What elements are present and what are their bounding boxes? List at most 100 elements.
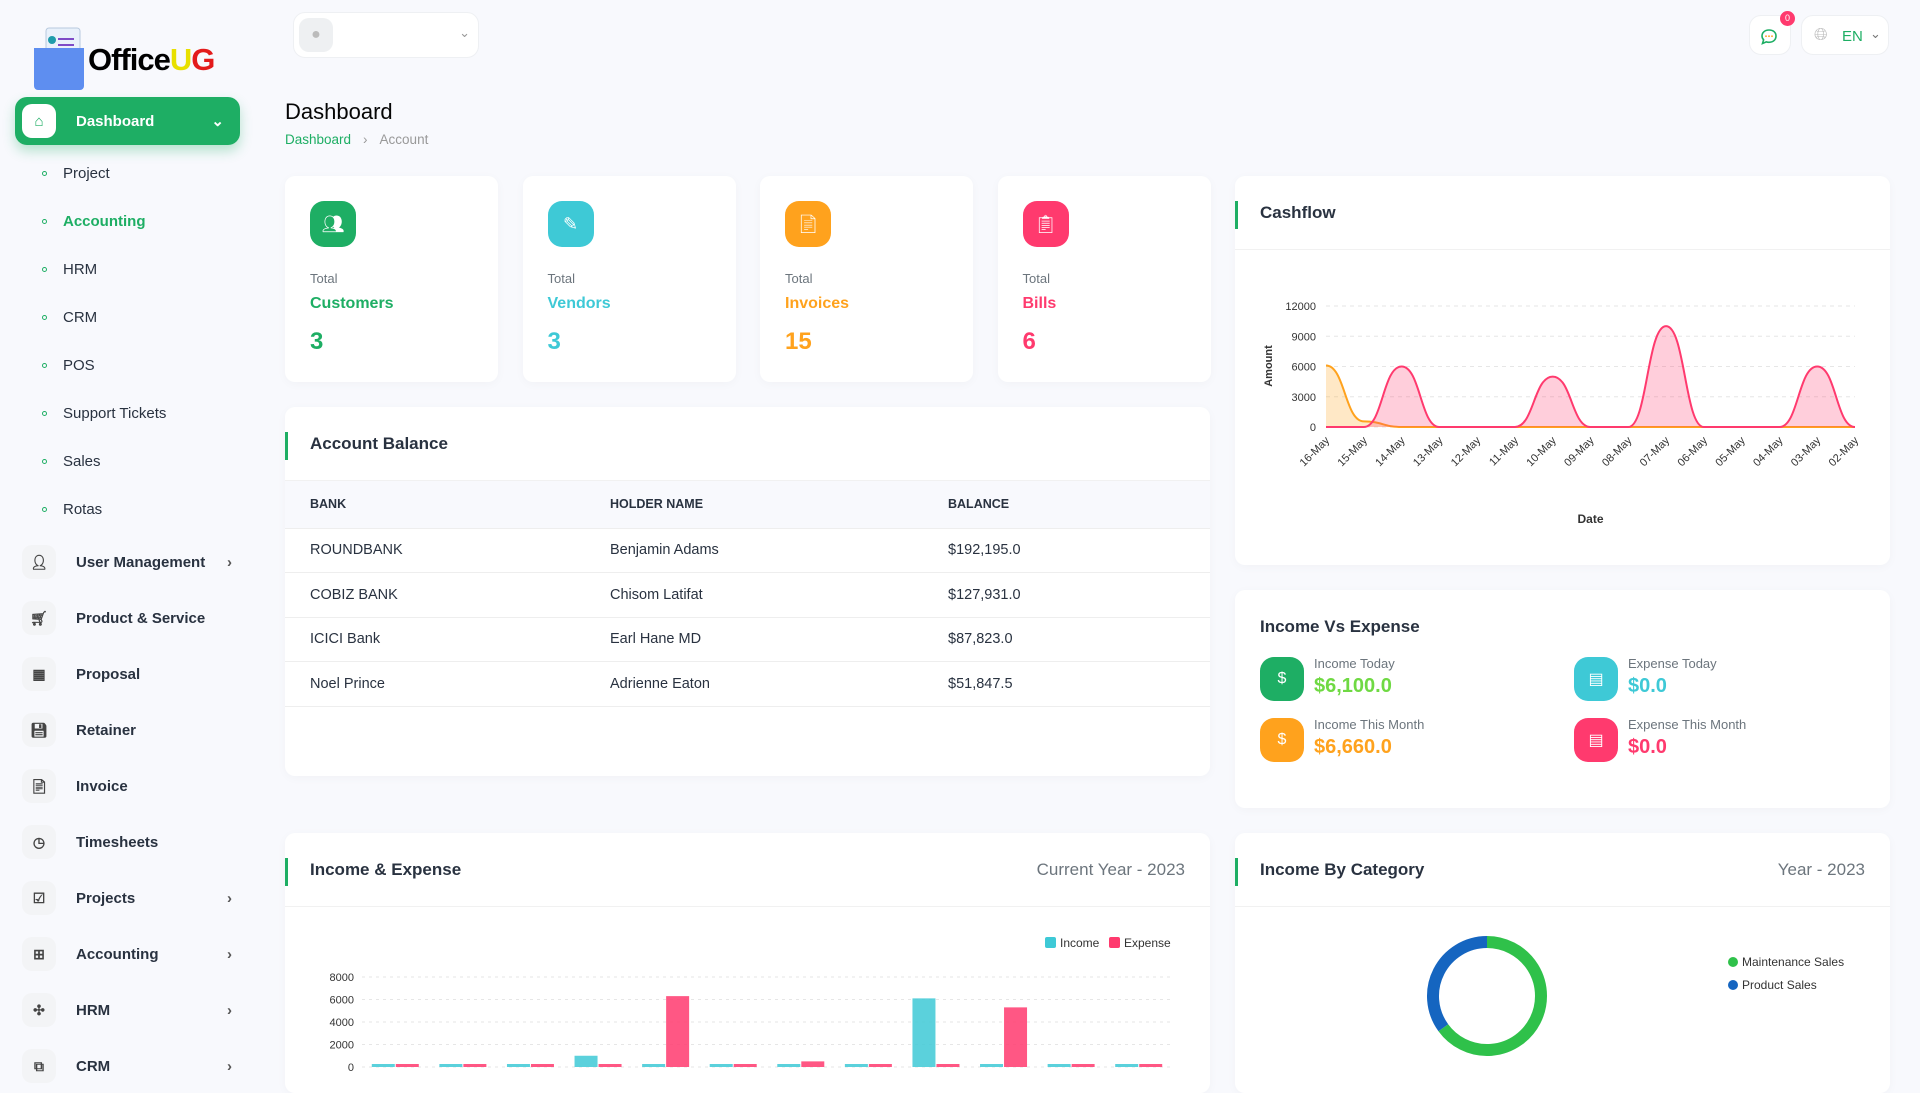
sidebar-item[interactable]: ✣ HRM ›: [22, 992, 232, 1028]
bar: [463, 1064, 487, 1067]
sidebar-item[interactable]: ▦ Proposal: [22, 656, 232, 692]
sidebar-subitem[interactable]: Rotas: [42, 499, 102, 519]
breadcrumb-link[interactable]: Dashboard: [285, 132, 352, 147]
legend-label: Income: [1060, 936, 1100, 950]
table-row: ROUNDBANK Benjamin Adams $192,195.0: [285, 528, 1210, 573]
chevron-right-icon: ›: [227, 553, 232, 571]
bullet-icon: [42, 314, 47, 320]
x-tick-label: 09-May: [1562, 434, 1597, 469]
bullet-icon: [42, 266, 47, 272]
stat-value: 3: [310, 328, 324, 355]
y-tick-label: 4000: [330, 1017, 354, 1029]
card-subtitle: Current Year - 2023: [1036, 860, 1185, 879]
sidebar-item[interactable]: ◷ Timesheets: [22, 824, 232, 860]
bar: [733, 1064, 757, 1067]
breadcrumb-current: Account: [379, 132, 429, 147]
legend-dot: [1728, 980, 1738, 990]
stat-card[interactable]: 📄︎ Total Invoices 15: [760, 176, 973, 382]
menu-icon: 🛒︎: [22, 601, 56, 635]
bullet-icon: [42, 410, 47, 416]
sidebar-item-dashboard[interactable]: ⌂ Dashboard ⌄: [15, 97, 240, 145]
bar: [1004, 1007, 1028, 1067]
sidebar-item-label: User Management: [76, 553, 206, 571]
messages-button[interactable]: 0: [1749, 11, 1795, 55]
income-by-category-card: Income By Category Year - 2023 Maintenanc…: [1235, 833, 1890, 1093]
chevron-right-icon: ›: [363, 132, 368, 147]
sidebar-subitem-label: HRM: [63, 260, 98, 278]
sidebar-subitem-label: Project: [63, 164, 110, 182]
legend-swatch: [1045, 937, 1056, 948]
sidebar-subitem-label: POS: [63, 356, 95, 374]
sidebar-subitem[interactable]: HRM: [42, 259, 97, 279]
x-tick-label: 12-May: [1449, 434, 1484, 469]
sidebar-subitem[interactable]: Project: [42, 163, 110, 183]
sidebar-item-label: Product & Service: [76, 609, 206, 627]
sidebar-subitem[interactable]: POS: [42, 355, 95, 375]
sidebar-subitem-label: Sales: [63, 452, 101, 470]
y-tick-label: 9000: [1292, 331, 1316, 343]
summary-label: Income This Month: [1314, 717, 1425, 732]
stat-card[interactable]: 👥︎ Total Customers 3: [285, 176, 498, 382]
logo[interactable]: OfficeUG: [32, 26, 232, 90]
sidebar-item-label: HRM: [76, 1001, 111, 1019]
sidebar-item-label: Accounting: [76, 945, 159, 963]
table-cell: Adrienne Eaton: [585, 661, 923, 707]
sidebar-item[interactable]: ☑ Projects ›: [22, 880, 232, 916]
series-area: [1326, 326, 1855, 427]
sidebar-item-label: Proposal: [76, 665, 141, 683]
table-cell: $192,195.0: [923, 528, 1210, 573]
account-balance-table: BANK HOLDER NAME BALANCE ROUNDBANK Benjam…: [285, 481, 1210, 707]
language-dropdown[interactable]: 🌐︎ EN ⌄: [1801, 15, 1889, 55]
clipboard-icon: $: [1260, 657, 1304, 701]
sidebar-subitem[interactable]: Support Tickets: [42, 403, 166, 423]
sidebar-item-label: Dashboard: [76, 112, 155, 130]
chevron-right-icon: ›: [227, 889, 232, 907]
y-axis-label: Amount: [1263, 345, 1275, 387]
sidebar-item[interactable]: 📄︎ Invoice: [22, 768, 232, 804]
column-header: BALANCE: [923, 481, 1210, 529]
chevron-down-icon: ⌄: [459, 25, 470, 40]
card-title: Cashflow: [1260, 203, 1336, 222]
x-tick-label: 08-May: [1600, 434, 1635, 469]
user-dropdown[interactable]: ● ⌄: [293, 12, 479, 58]
x-tick-label: 11-May: [1487, 434, 1521, 468]
notification-badge: 0: [1780, 11, 1795, 26]
menu-icon: 💾︎: [22, 713, 56, 747]
stat-card[interactable]: ✎ Total Vendors 3: [522, 176, 736, 382]
bar: [1139, 1064, 1163, 1067]
y-tick-label: 3000: [1292, 392, 1316, 404]
sidebar-item[interactable]: 🛒︎ Product & Service: [22, 600, 232, 636]
globe-icon: 🌐︎: [1814, 25, 1828, 44]
sidebar-item-label: CRM: [76, 1057, 111, 1075]
card-title: Income & Expense: [310, 860, 462, 879]
stat-icon: 📄︎: [785, 201, 831, 247]
summary-label: Income Today: [1314, 656, 1395, 671]
summary-value: $0.0: [1628, 736, 1667, 758]
table-cell: ICICI Bank: [285, 617, 585, 662]
stat-icon: 👥︎: [310, 201, 356, 247]
sidebar-item[interactable]: 💾︎ Retainer: [22, 712, 232, 748]
sidebar-subitem-label: Rotas: [63, 500, 103, 518]
sidebar-item[interactable]: ⊞ Accounting ›: [22, 936, 232, 972]
sidebar-subitem-label: Accounting: [63, 212, 146, 230]
table-row: COBIZ BANK Chisom Latifat $127,931.0: [285, 572, 1210, 618]
stat-card[interactable]: 📋︎ Total Bills 6: [997, 176, 1211, 382]
sidebar-subitem[interactable]: Sales: [42, 451, 101, 471]
sidebar-subitem[interactable]: Accounting: [42, 211, 146, 231]
donut-slice: [1427, 936, 1488, 1032]
sidebar-item[interactable]: ⧉ CRM ›: [22, 1048, 232, 1084]
table-cell: Noel Prince: [285, 661, 585, 707]
income-by-category-chart: Maintenance Sales Product Sales: [1427, 936, 1844, 1056]
bar: [801, 1061, 825, 1067]
stat-label: Total: [1022, 271, 1050, 286]
stat-name: Vendors: [547, 295, 611, 312]
folder-logo-icon: [34, 27, 84, 90]
stat-value: 6: [1022, 328, 1036, 355]
sidebar-item[interactable]: 👤︎ User Management ›: [22, 544, 232, 580]
card-title: Income By Category: [1260, 860, 1425, 879]
sidebar-subitem[interactable]: CRM: [42, 307, 97, 327]
summary-value: $6,100.0: [1314, 675, 1392, 697]
y-tick-label: 12000: [1285, 301, 1316, 313]
x-tick-label: 04-May: [1751, 434, 1786, 469]
bar: [530, 1064, 554, 1067]
